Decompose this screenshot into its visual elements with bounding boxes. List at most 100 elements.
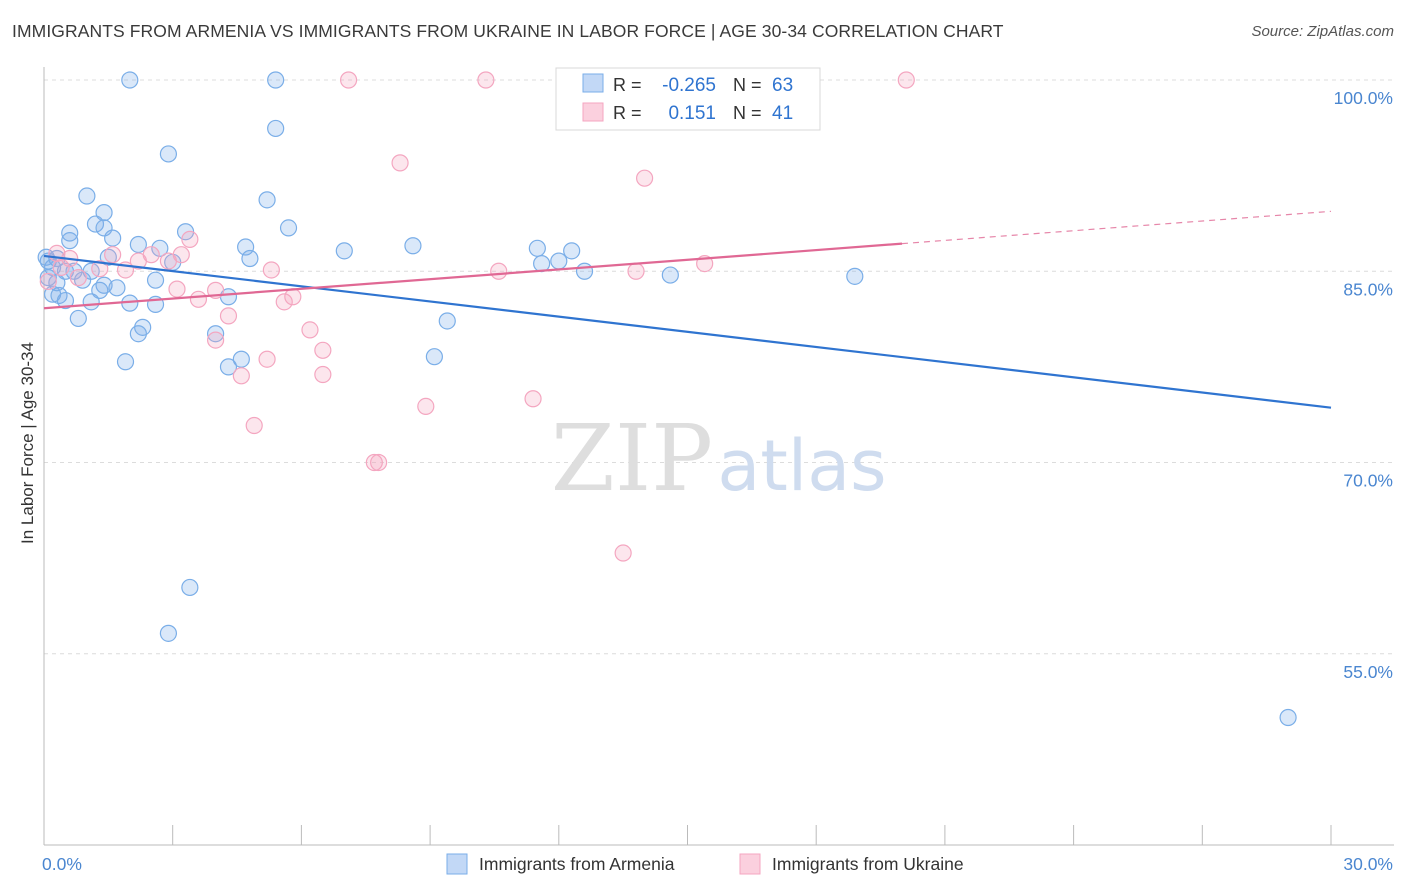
ukraine-point-8	[104, 246, 122, 264]
ukraine-point-35	[417, 397, 435, 415]
trend-lines	[43, 210, 1332, 409]
armenia-point-15	[151, 239, 169, 257]
ukraine-point-26	[275, 293, 293, 311]
armenia-point-47	[438, 312, 456, 330]
armenia-point-31	[575, 262, 594, 280]
stats-r-value-armenia: -0.265	[662, 75, 716, 96]
armenia-point-26	[241, 249, 259, 268]
ukraine-point-39	[614, 544, 632, 562]
grid-lines	[44, 79, 1394, 655]
x-tick-label-1: 30.0%	[1343, 854, 1393, 874]
legend-label-ukraine: Immigrants from Ukraine	[772, 854, 964, 874]
armenia-point-37	[108, 279, 126, 297]
armenia-point-2	[267, 119, 285, 138]
stats-swatch-ukraine	[582, 102, 604, 122]
ukraine-point-22	[168, 280, 186, 298]
ukraine-point-27	[219, 307, 238, 325]
armenia-point-17	[335, 242, 353, 260]
armenia-point-43	[82, 293, 100, 311]
watermark-zip: ZIP	[551, 405, 713, 512]
ukraine-point-0	[339, 71, 358, 89]
armenia-point-32	[661, 266, 679, 284]
axes	[43, 67, 1394, 846]
armenia-point-52	[116, 353, 135, 371]
tick-labels: 100.0% 85.0% 70.0% 55.0% 0.0% 30.0%	[42, 88, 1393, 874]
armenia-point-20	[563, 242, 581, 260]
stats-r-label-ukraine: R =	[613, 103, 642, 123]
armenia-point-33	[846, 267, 864, 285]
armenia-point-56	[159, 624, 178, 642]
ukraine-point-32	[314, 365, 332, 384]
armenia-point-19	[528, 239, 546, 257]
stats-n-value-ukraine: 41	[772, 103, 793, 124]
ukraine-point-28	[301, 321, 319, 339]
armenia-point-50	[207, 325, 225, 343]
armenia-point-7	[86, 215, 105, 233]
ukraine-point-18	[490, 262, 508, 280]
stats-n-label-armenia: N =	[733, 75, 762, 95]
y-tick-label-0: 100.0%	[1334, 88, 1393, 108]
armenia-point-46	[69, 309, 87, 328]
ukraine-point-25	[189, 290, 208, 308]
y-tick-label-2: 70.0%	[1343, 471, 1393, 491]
armenia-point-3	[159, 145, 178, 163]
ukraine-point-15	[91, 260, 109, 278]
x-tick-label-0: 0.0%	[42, 854, 82, 874]
ukraine-point-5	[635, 169, 654, 187]
bottom-legend: Immigrants from Armenia Immigrants from …	[446, 853, 964, 875]
legend-swatch-ukraine	[739, 853, 761, 875]
armenia-point-54	[219, 358, 238, 376]
armenia-point-6	[95, 204, 113, 222]
armenia-point-21	[533, 255, 551, 273]
y-tick-label-1: 85.0%	[1343, 279, 1393, 299]
series-armenia-points	[37, 71, 1297, 727]
ukraine-point-12	[129, 252, 147, 270]
armenia-point-49	[129, 325, 147, 343]
ukraine-point-34	[524, 390, 542, 408]
watermark-atlas: atlas	[717, 425, 886, 507]
legend-swatch-armenia	[446, 853, 468, 875]
ukraine-point-4	[391, 154, 409, 172]
armenia-point-55	[181, 578, 199, 597]
armenia-point-1	[267, 71, 285, 89]
stats-swatch-armenia	[582, 73, 604, 93]
armenia-point-42	[56, 291, 75, 310]
armenia-point-14	[129, 235, 147, 254]
ukraine-point-1	[477, 71, 495, 89]
ukraine-trend-line-extension	[901, 210, 1332, 245]
watermark: ZIP atlas	[551, 405, 887, 512]
stats-r-label-armenia: R =	[613, 75, 642, 95]
armenia-point-12	[61, 232, 79, 250]
armenia-point-34	[146, 271, 165, 289]
ukraine-point-6	[181, 230, 199, 248]
ukraine-point-13	[159, 252, 178, 270]
stats-legend: R = -0.265 N = 63 R = 0.151 N = 41	[555, 67, 821, 131]
ukraine-point-29	[207, 331, 225, 349]
ukraine-point-21	[69, 269, 87, 287]
ukraine-point-37	[365, 453, 383, 472]
ukraine-point-36	[245, 416, 263, 435]
armenia-point-38	[91, 281, 109, 299]
stats-r-value-ukraine: 0.151	[668, 103, 716, 124]
source-label: Source: ZipAtlas.com	[1251, 23, 1394, 40]
ukraine-trend-line	[43, 242, 903, 310]
armenia-trend-line	[43, 254, 1332, 409]
ukraine-point-19	[627, 262, 645, 280]
ukraine-point-33	[232, 367, 250, 385]
armenia-point-51	[425, 348, 443, 366]
armenia-point-4	[78, 187, 96, 205]
ukraine-point-30	[314, 341, 332, 359]
ukraine-point-3	[897, 71, 915, 89]
ukraine-point-14	[52, 258, 70, 277]
stats-n-label-ukraine: N =	[733, 103, 762, 123]
armenia-point-5	[258, 191, 276, 209]
armenia-point-22	[550, 252, 568, 270]
ukraine-point-31	[258, 350, 276, 368]
armenia-point-9	[279, 219, 298, 237]
armenia-point-13	[104, 229, 122, 247]
ukraine-point-40	[39, 272, 57, 291]
ukraine-point-38	[370, 453, 388, 472]
armenia-point-18	[404, 237, 422, 255]
legend-label-armenia: Immigrants from Armenia	[479, 854, 675, 874]
